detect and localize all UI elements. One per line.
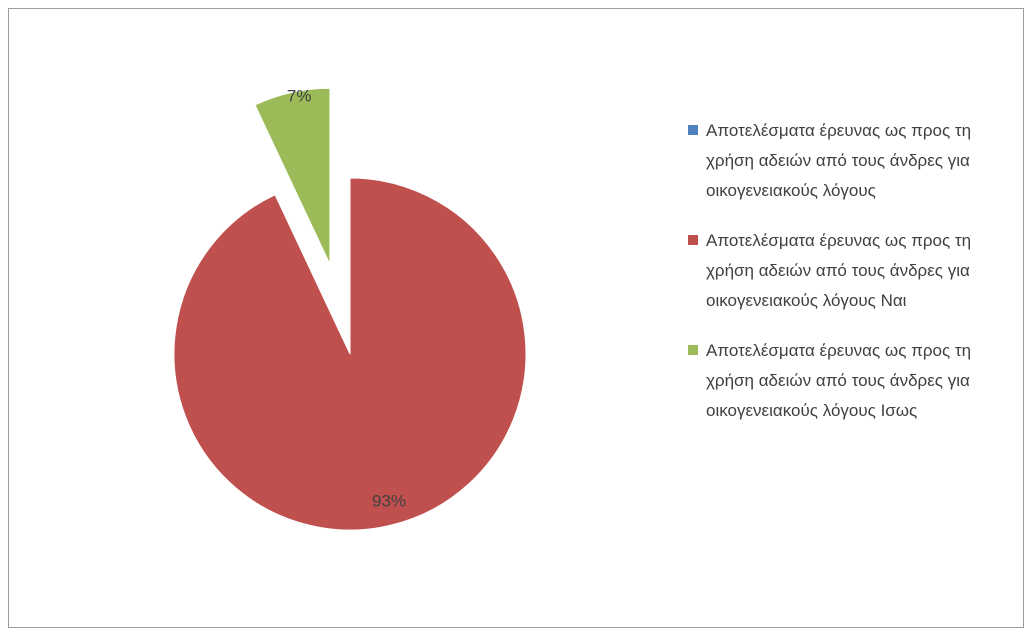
legend-label-yes: Αποτελέσματα έρευνας ως προς τη χρήση αδ… (706, 231, 972, 310)
legend-item-yes: Αποτελέσματα έρευνας ως προς τη χρήση αδ… (688, 226, 1018, 316)
legend-item-blank: Αποτελέσματα έρευνας ως προς τη χρήση αδ… (688, 116, 1018, 206)
pie-slice-yes (173, 177, 527, 531)
legend-item-maybe: Αποτελέσματα έρευνας ως προς τη χρήση αδ… (688, 336, 1018, 426)
legend: Αποτελέσματα έρευνας ως προς τη χρήση αδ… (688, 116, 1018, 446)
legend-label-maybe: Αποτελέσματα έρευνας ως προς τη χρήση αδ… (706, 341, 972, 420)
pie-slice-maybe (254, 87, 331, 265)
data-label-yes: 93% (372, 491, 406, 510)
legend-swatch-yes (688, 235, 698, 245)
pie-chart: 93% 7% (173, 86, 527, 531)
data-label-maybe: 7% (287, 86, 312, 105)
legend-swatch-maybe (688, 345, 698, 355)
legend-swatch-blank (688, 125, 698, 135)
legend-label-blank: Αποτελέσματα έρευνας ως προς τη χρήση αδ… (706, 121, 972, 200)
